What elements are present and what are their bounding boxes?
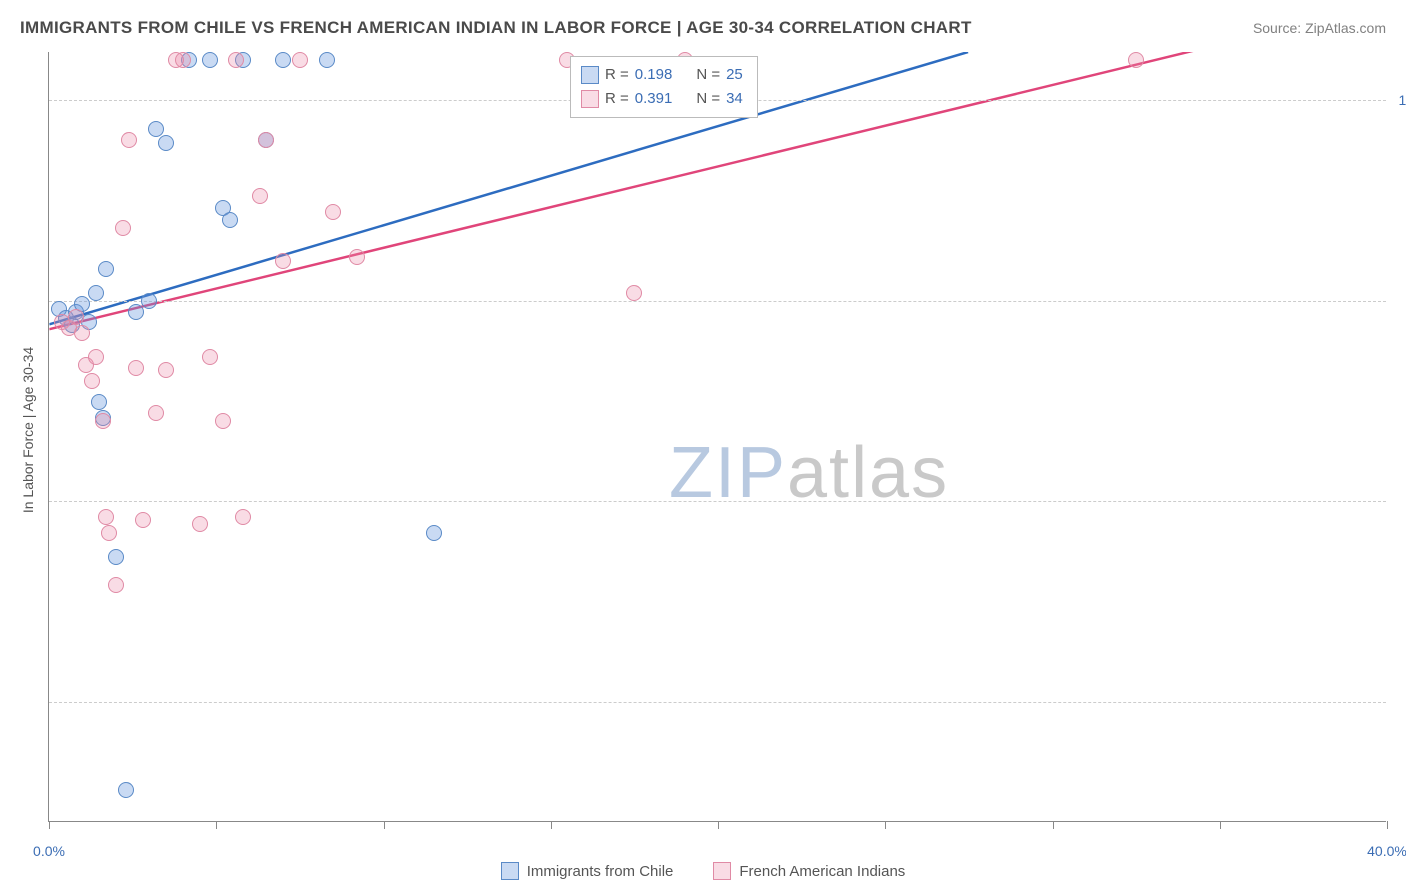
xtick-label: 0.0% bbox=[33, 843, 65, 859]
scatter-point bbox=[192, 516, 208, 532]
xtick bbox=[1387, 821, 1388, 829]
legend-swatch-series2 bbox=[581, 90, 599, 108]
xtick bbox=[216, 821, 217, 829]
n-value-series1: 25 bbox=[726, 63, 743, 87]
source-attribution: Source: ZipAtlas.com bbox=[1253, 20, 1386, 36]
scatter-point bbox=[626, 285, 642, 301]
xtick bbox=[1053, 821, 1054, 829]
gridline bbox=[49, 501, 1386, 502]
plot-area: ZIPatlas 62.5%75.0%87.5%100.0%0.0%40.0% bbox=[48, 52, 1386, 822]
n-label: N = bbox=[696, 87, 720, 111]
scatter-point bbox=[202, 52, 218, 68]
scatter-point bbox=[148, 405, 164, 421]
legend-row-series1: R = 0.198 N = 25 bbox=[581, 63, 743, 87]
xtick-label: 40.0% bbox=[1367, 843, 1406, 859]
scatter-point bbox=[258, 132, 274, 148]
scatter-point bbox=[128, 304, 144, 320]
scatter-point bbox=[319, 52, 335, 68]
legend-swatch-icon bbox=[501, 862, 519, 880]
scatter-point bbox=[349, 249, 365, 265]
gridline bbox=[49, 301, 1386, 302]
correlation-legend-box: R = 0.198 N = 25 R = 0.391 N = 34 bbox=[570, 56, 758, 118]
scatter-point bbox=[101, 525, 117, 541]
r-label: R = bbox=[605, 63, 629, 87]
n-value-series2: 34 bbox=[726, 87, 743, 111]
ytick-label: 87.5% bbox=[1391, 293, 1406, 309]
bottom-legend: Immigrants from Chile French American In… bbox=[0, 862, 1406, 880]
scatter-point bbox=[141, 293, 157, 309]
trend-lines-svg bbox=[49, 52, 1386, 821]
r-value-series2: 0.391 bbox=[635, 87, 673, 111]
scatter-point bbox=[84, 373, 100, 389]
xtick bbox=[49, 821, 50, 829]
chart-title: IMMIGRANTS FROM CHILE VS FRENCH AMERICAN… bbox=[20, 18, 972, 38]
scatter-point bbox=[228, 52, 244, 68]
scatter-point bbox=[91, 394, 107, 410]
bottom-legend-item-series1: Immigrants from Chile bbox=[501, 862, 674, 880]
ytick-label: 100.0% bbox=[1391, 92, 1406, 108]
scatter-point bbox=[148, 121, 164, 137]
scatter-point bbox=[158, 135, 174, 151]
scatter-point bbox=[115, 220, 131, 236]
scatter-point bbox=[74, 325, 90, 341]
scatter-point bbox=[202, 349, 218, 365]
scatter-point bbox=[118, 782, 134, 798]
scatter-point bbox=[158, 362, 174, 378]
xtick bbox=[1220, 821, 1221, 829]
scatter-point bbox=[252, 188, 268, 204]
series1-label: Immigrants from Chile bbox=[527, 863, 674, 880]
scatter-point bbox=[95, 413, 111, 429]
xtick bbox=[885, 821, 886, 829]
scatter-point bbox=[88, 349, 104, 365]
scatter-point bbox=[222, 212, 238, 228]
series2-label: French American Indians bbox=[739, 863, 905, 880]
scatter-point bbox=[235, 509, 251, 525]
scatter-point bbox=[1128, 52, 1144, 68]
scatter-point bbox=[275, 52, 291, 68]
scatter-point bbox=[215, 413, 231, 429]
xtick bbox=[551, 821, 552, 829]
xtick bbox=[384, 821, 385, 829]
legend-swatch-icon bbox=[713, 862, 731, 880]
scatter-point bbox=[108, 577, 124, 593]
scatter-point bbox=[98, 261, 114, 277]
scatter-point bbox=[68, 309, 84, 325]
scatter-point bbox=[292, 52, 308, 68]
legend-row-series2: R = 0.391 N = 34 bbox=[581, 87, 743, 111]
r-value-series1: 0.198 bbox=[635, 63, 673, 87]
scatter-point bbox=[98, 509, 114, 525]
r-label: R = bbox=[605, 87, 629, 111]
xtick bbox=[718, 821, 719, 829]
scatter-point bbox=[175, 52, 191, 68]
legend-swatch-series1 bbox=[581, 66, 599, 84]
chart-header: IMMIGRANTS FROM CHILE VS FRENCH AMERICAN… bbox=[20, 18, 1386, 38]
scatter-point bbox=[426, 525, 442, 541]
gridline bbox=[49, 702, 1386, 703]
scatter-point bbox=[325, 204, 341, 220]
y-axis-label: In Labor Force | Age 30-34 bbox=[20, 347, 36, 513]
bottom-legend-item-series2: French American Indians bbox=[713, 862, 905, 880]
scatter-point bbox=[121, 132, 137, 148]
scatter-point bbox=[88, 285, 104, 301]
scatter-point bbox=[128, 360, 144, 376]
scatter-point bbox=[108, 549, 124, 565]
trend-line bbox=[49, 52, 968, 324]
n-label: N = bbox=[696, 63, 720, 87]
ytick-label: 75.0% bbox=[1391, 493, 1406, 509]
scatter-point bbox=[135, 512, 151, 528]
scatter-point bbox=[275, 253, 291, 269]
ytick-label: 62.5% bbox=[1391, 694, 1406, 710]
